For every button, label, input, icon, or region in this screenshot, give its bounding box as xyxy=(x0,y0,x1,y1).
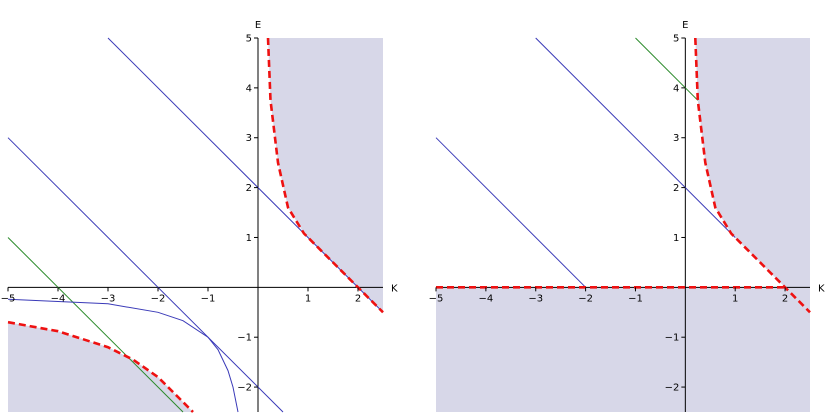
boundary-curve-4 xyxy=(266,37,384,314)
y-tick-label: 1 xyxy=(673,233,679,244)
x-axis-label: K xyxy=(391,283,398,294)
y-tick-label: 4 xyxy=(673,83,679,94)
lower-region xyxy=(8,322,193,412)
x-tick-label: −4 xyxy=(478,293,493,304)
x-tick-label: −2 xyxy=(578,293,593,304)
x-tick-label: 2 xyxy=(355,293,361,304)
boundary-curve-5 xyxy=(7,320,194,413)
x-tick-label: −5 xyxy=(1,293,16,304)
lower-region xyxy=(436,287,810,412)
x-tick-label: −5 xyxy=(429,293,444,304)
y-tick-label: −2 xyxy=(237,383,252,394)
right-chart: −5 −4 −3 −2 −1 1 2 −2 −1 1 2 3 4 5 K E xyxy=(429,20,825,412)
x-tick-label: −1 xyxy=(628,293,643,304)
series-line-3 xyxy=(7,298,239,413)
series-line-0 xyxy=(535,37,736,238)
y-tick-label: 1 xyxy=(246,233,252,244)
x-tick-label: −3 xyxy=(101,293,116,304)
x-tick-label: 1 xyxy=(732,293,738,304)
x-tick-label: −3 xyxy=(528,293,543,304)
x-tick-label: 2 xyxy=(782,293,788,304)
y-axis-label: E xyxy=(255,20,261,31)
x-tick-label: 1 xyxy=(305,293,311,304)
y-tick-label: 5 xyxy=(673,34,679,45)
upper-region xyxy=(268,38,383,313)
series-line-1 xyxy=(7,137,284,413)
x-axis-label: K xyxy=(818,283,825,294)
y-tick-label: 3 xyxy=(673,133,679,144)
y-tick-label: 2 xyxy=(246,183,252,194)
y-tick-label: 4 xyxy=(246,83,252,94)
x-tick-label: −2 xyxy=(151,293,166,304)
x-tick-label: −4 xyxy=(51,293,66,304)
y-axis-label: E xyxy=(682,20,688,31)
y-tick-label: −1 xyxy=(665,333,680,344)
y-tick-label: −2 xyxy=(665,383,680,394)
series-line-2 xyxy=(635,37,699,101)
left-chart: −5 −4 −3 −2 −1 1 2 −2 −1 1 2 3 4 5 K E xyxy=(1,20,398,413)
upper-region xyxy=(695,38,810,313)
series-line-2 xyxy=(7,237,184,413)
series-line-1 xyxy=(435,137,586,288)
x-tick-label: −1 xyxy=(201,293,216,304)
y-tick-label: 3 xyxy=(246,133,252,144)
boundary-curve-3 xyxy=(694,37,811,314)
y-tick-label: −1 xyxy=(237,333,252,344)
y-tick-label: 2 xyxy=(673,183,679,194)
y-tick-label: 5 xyxy=(246,34,252,45)
